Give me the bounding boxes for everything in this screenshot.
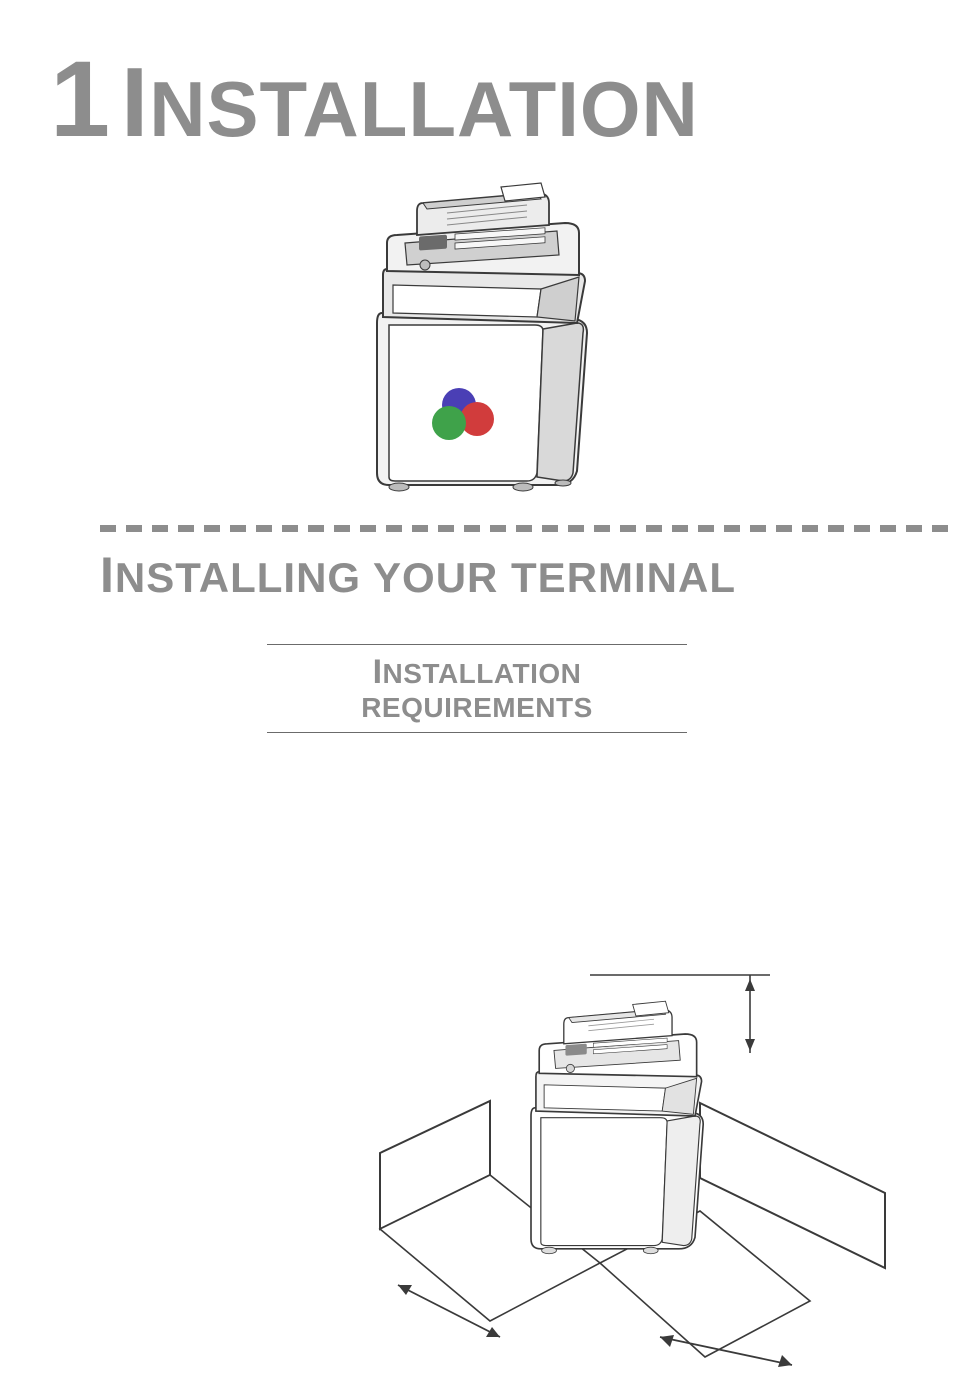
chapter-number: 1 — [50, 38, 111, 159]
chapter-word-first: I — [121, 47, 149, 157]
clearance-illustration — [340, 933, 900, 1393]
subsection-first-letter: I — [373, 653, 383, 691]
subsection-rule-bottom — [267, 732, 687, 733]
chapter-title: 1 INSTALLATION — [50, 45, 904, 153]
section-heading: INSTALLING YOUR TERMINAL — [100, 546, 904, 604]
section-first-letter: I — [100, 547, 115, 603]
dashed-divider — [100, 523, 954, 535]
chapter-word: INSTALLATION — [121, 65, 699, 153]
subsection-block: INSTALLATION REQUIREMENTS — [267, 644, 687, 733]
printer-illustration — [327, 173, 627, 493]
section-rest: NSTALLING YOUR TERMINAL — [115, 554, 736, 601]
subsection-heading: INSTALLATION REQUIREMENTS — [267, 645, 687, 732]
subsection-rest: NSTALLATION REQUIREMENTS — [361, 658, 593, 723]
chapter-word-rest: NSTALLATION — [149, 65, 699, 153]
